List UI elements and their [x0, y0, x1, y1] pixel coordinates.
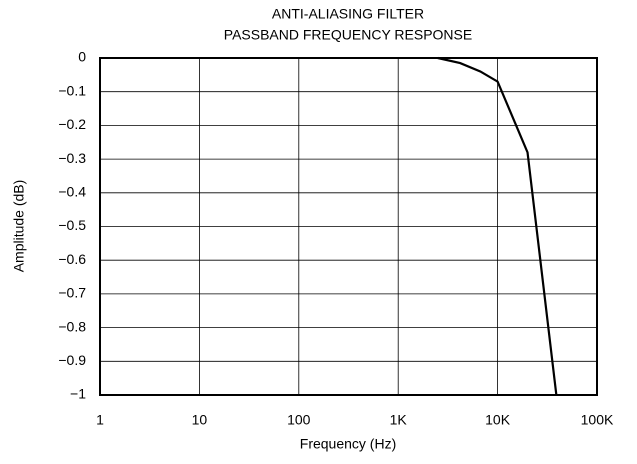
- y-tick-label: −0.8: [58, 318, 86, 334]
- plot-frame: [99, 57, 598, 396]
- y-tick-label: −0.1: [58, 82, 86, 98]
- y-tick-label: 0: [78, 49, 86, 65]
- x-tick-label: 100: [287, 412, 311, 428]
- x-axis-label: Frequency (Hz): [300, 436, 396, 452]
- y-tick-label: −0.9: [58, 352, 86, 368]
- response-line: [437, 56, 558, 396]
- y-tick-label: −0.5: [58, 217, 86, 233]
- x-tick-label: 1: [96, 412, 104, 428]
- x-tick-label: 1K: [390, 412, 408, 428]
- x-tick-label: 10: [192, 412, 208, 428]
- y-tick-label: −0.3: [58, 150, 86, 166]
- y-tick-label: −0.4: [58, 184, 86, 200]
- y-tick-label: −0.2: [58, 116, 86, 132]
- x-tick-label: 10K: [485, 412, 511, 428]
- x-tick-label: 100K: [581, 412, 614, 428]
- y-tick-label: −1: [70, 386, 86, 402]
- chart-title: ANTI-ALIASING FILTER: [272, 6, 424, 22]
- y-tick-label: −0.7: [58, 285, 86, 301]
- y-axis-label: Amplitude (dB): [11, 180, 27, 273]
- chart-subtitle: PASSBAND FREQUENCY RESPONSE: [224, 27, 472, 43]
- y-tick-label: −0.6: [58, 251, 86, 267]
